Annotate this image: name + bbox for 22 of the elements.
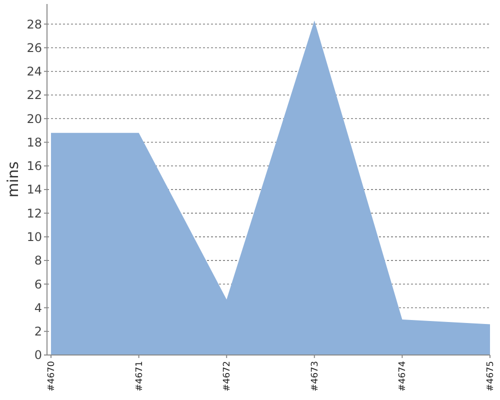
x-tick-label: #4672 [222,361,233,392]
y-tick-label: 18 [26,135,42,150]
y-axis-title: mins [4,161,22,198]
y-tick-label: 10 [26,230,42,244]
y-tick-label: 8 [34,254,42,268]
y-tick-label: 0 [34,348,42,362]
y-tick-label: 2 [34,324,42,339]
y-tick-label: 26 [26,40,42,55]
y-tick-label: 6 [34,277,42,292]
y-tick-label: 14 [26,182,42,197]
y-tick-label: 12 [26,206,42,220]
x-tick-label: #4674 [398,360,408,392]
y-tick-label: 22 [26,88,42,102]
y-tick-label: 16 [26,159,42,174]
y-tick-label: 24 [26,64,42,79]
y-tick-label: 20 [26,112,42,126]
x-tick-label: #4673 [310,361,320,392]
y-tick-label: 4 [34,300,42,315]
x-tick-label: #4670 [47,360,57,392]
y-tick-label: 28 [26,17,42,32]
x-tick-label: #4675 [486,361,496,392]
x-tick-label: #4671 [134,361,145,392]
